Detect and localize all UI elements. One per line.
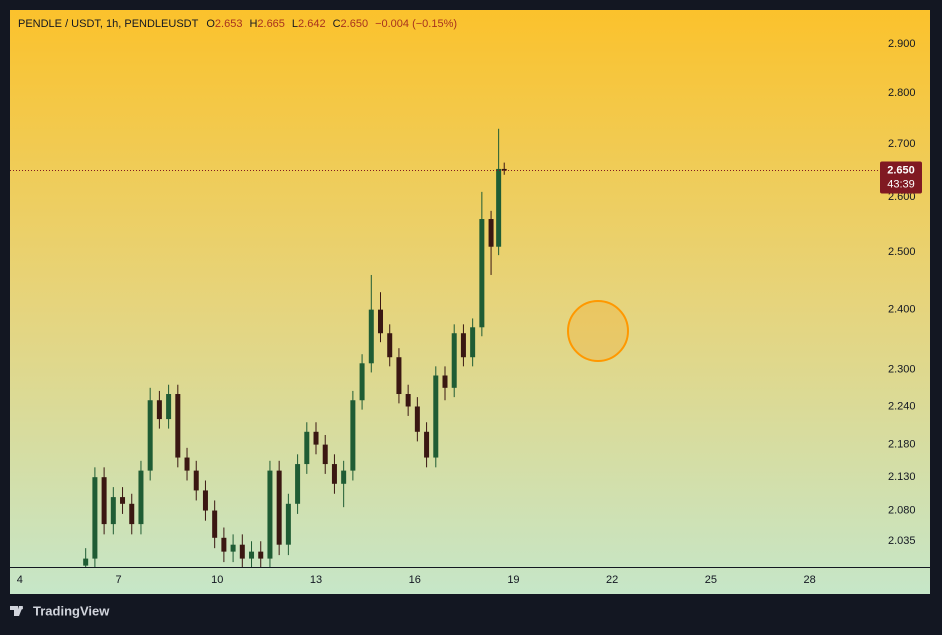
candle-body — [368, 309, 374, 364]
legend: PENDLE / USDT, 1h, PENDLEUSDT O 2.653 H 2.6… — [18, 18, 457, 30]
candle-body — [331, 464, 337, 484]
chart-title: PENDLE / USDT, 1h, PENDLEUSDT — [18, 18, 199, 30]
candle-body — [110, 497, 116, 525]
candle-body — [83, 558, 89, 566]
candle-body — [221, 537, 227, 552]
legend-value: 2.642 — [298, 18, 326, 30]
y-tick-label: 2.400 — [888, 304, 916, 316]
y-tick-label: 2.035 — [888, 535, 916, 547]
candle-body — [175, 394, 181, 458]
candle-body — [501, 168, 507, 171]
candle-body — [101, 477, 107, 525]
chart-background — [10, 10, 930, 594]
legend-label: H — [249, 18, 257, 30]
x-tick-label: 10 — [211, 574, 223, 586]
x-tick-label: 16 — [409, 574, 421, 586]
candle-body — [470, 327, 476, 358]
y-tick-label: 2.900 — [888, 38, 916, 50]
legend-value: 2.650 — [341, 18, 369, 30]
candle-body — [378, 309, 384, 334]
legend-label: L — [292, 18, 298, 30]
candle-body — [433, 375, 439, 458]
legend-label: O — [206, 18, 215, 30]
candle-body — [359, 363, 365, 401]
x-tick-label: 22 — [606, 574, 618, 586]
candle-body — [451, 333, 457, 388]
x-tick-label: 4 — [17, 574, 23, 586]
x-tick-label: 28 — [803, 574, 815, 586]
candle-body — [239, 544, 245, 559]
candle-body — [313, 431, 319, 445]
candle-body — [166, 394, 172, 420]
y-tick-label: 2.240 — [888, 400, 916, 412]
x-tick-label: 7 — [116, 574, 122, 586]
y-tick-label: 2.500 — [888, 246, 916, 258]
candle-body — [479, 219, 485, 328]
candle-body — [249, 551, 255, 559]
candle-body — [442, 375, 448, 388]
candle-body — [295, 464, 301, 504]
candle-body — [267, 470, 273, 559]
candle-body — [120, 497, 126, 504]
y-tick-label: 2.600 — [888, 191, 916, 203]
last-price-box — [880, 161, 922, 194]
y-tick-label: 2.700 — [888, 138, 916, 150]
candle-body — [350, 400, 356, 471]
candle-body — [387, 333, 393, 358]
x-tick-label: 19 — [507, 574, 519, 586]
y-tick-label: 2.300 — [888, 363, 916, 375]
legend-value: 2.665 — [257, 18, 285, 30]
plot-area — [83, 128, 507, 567]
candle-body — [341, 470, 347, 484]
candle-body — [405, 394, 411, 407]
y-tick-label: 2.180 — [888, 439, 916, 451]
candle-body — [424, 431, 430, 458]
candle-body — [147, 400, 153, 471]
candle-body — [92, 477, 98, 559]
branding: TradingView — [33, 603, 110, 618]
candle-body — [184, 457, 190, 471]
x-tick-label: 25 — [705, 574, 717, 586]
candle-body — [322, 444, 328, 465]
countdown: 43:39 — [887, 178, 915, 190]
candle-body — [202, 490, 208, 511]
last-price-label: 2.650 — [887, 164, 915, 176]
legend-label: C — [333, 18, 341, 30]
candle-body — [304, 431, 310, 465]
logo — [10, 606, 23, 616]
y-tick-label: 2.080 — [888, 504, 916, 516]
candle-body — [193, 470, 199, 491]
y-tick-label: 2.800 — [888, 87, 916, 99]
candle-body — [230, 544, 236, 552]
candle-body — [129, 503, 135, 525]
y-tick-label: 2.130 — [888, 471, 916, 483]
x-tick-label: 13 — [310, 574, 322, 586]
candle-body — [258, 551, 264, 559]
candle-body — [276, 470, 282, 545]
candle-body — [285, 503, 291, 545]
candle-body — [396, 357, 402, 395]
candle-body — [138, 470, 144, 525]
legend-value: 2.653 — [215, 18, 243, 30]
candle-body — [414, 406, 420, 432]
circle-drawing — [567, 300, 629, 362]
candle-body — [212, 510, 218, 538]
candle-body — [496, 168, 502, 247]
candle-body — [156, 400, 162, 420]
candle-body — [488, 219, 494, 247]
candle-body — [460, 333, 466, 358]
legend-change: −0.004 (−0.15%) — [375, 18, 457, 30]
